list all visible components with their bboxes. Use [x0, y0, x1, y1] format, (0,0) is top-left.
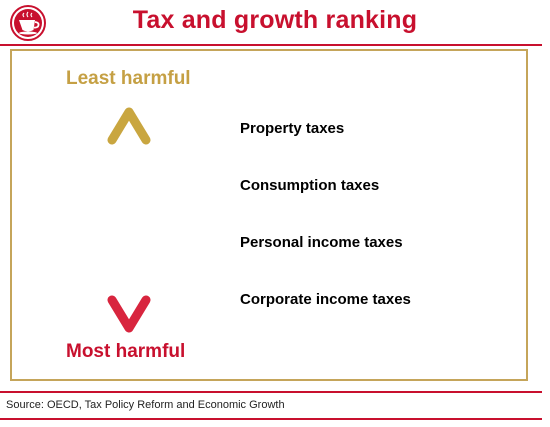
ranking-item-property-taxes: Property taxes — [240, 120, 345, 137]
most-harmful-label: Most harmful — [66, 341, 186, 362]
harm-scale-arrow — [107, 107, 151, 333]
ranking-item-corporate-income-taxes: Corporate income taxes — [240, 291, 411, 308]
footer-divider-bottom — [0, 418, 542, 420]
least-harmful-label: Least harmful — [66, 68, 191, 89]
footer-divider-top — [0, 391, 542, 393]
ranking-item-consumption-taxes: Consumption taxes — [240, 177, 380, 194]
tax-ranking-list: Property taxes Consumption taxes Persona… — [240, 118, 411, 346]
ranking-item-personal-income-taxes: Personal income taxes — [240, 234, 403, 251]
page-title: Tax and growth ranking — [132, 6, 418, 34]
coffee-cup-logo-icon — [10, 5, 46, 41]
ranking-panel — [10, 49, 528, 381]
title-divider — [0, 44, 542, 46]
source-note: Source: OECD, Tax Policy Reform and Econ… — [6, 399, 285, 411]
